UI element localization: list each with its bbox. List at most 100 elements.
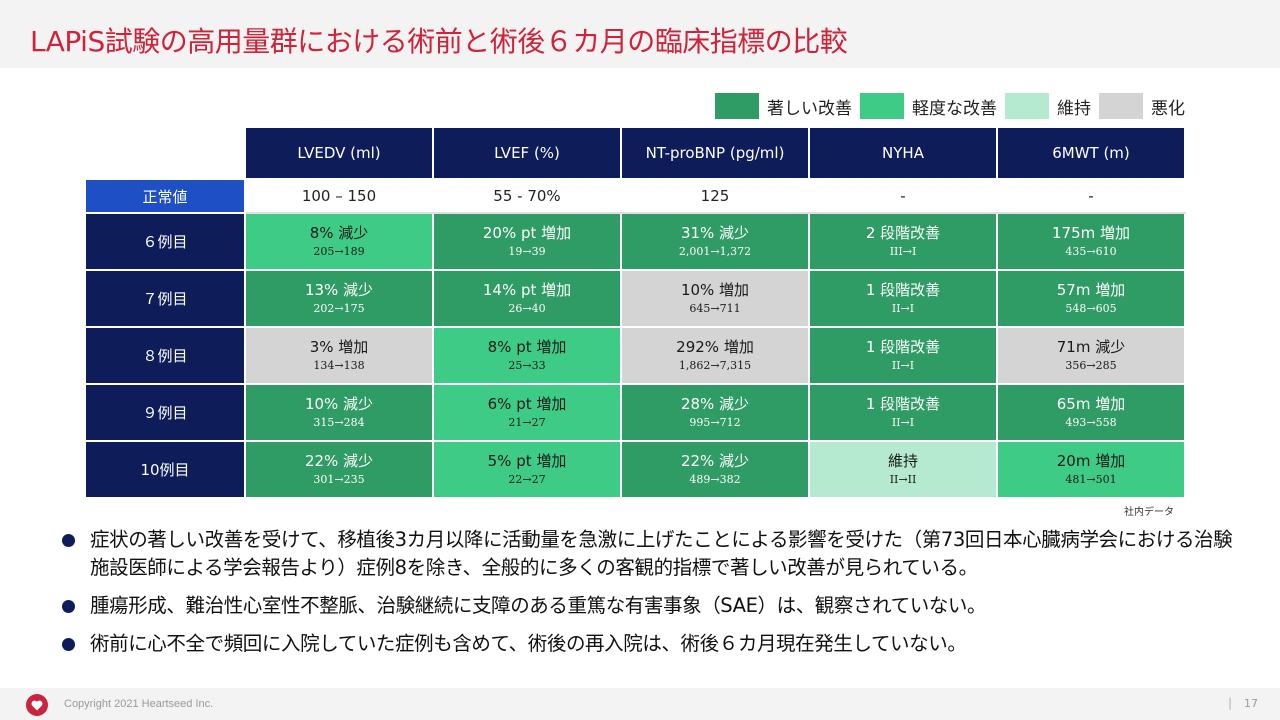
- legend-swatch: [715, 93, 759, 119]
- row-label: ６例目: [84, 212, 246, 271]
- table-row: ６例目 8% 減少 205→189 20% pt 増加 19→39 31% 減少 2,…: [84, 212, 1186, 271]
- table-row: ８例目 3% 増加 134→138 8% pt 増加 25→33 292% 増加 1,…: [84, 326, 1186, 385]
- normal-range-value: 100 – 150: [244, 178, 434, 214]
- data-cell: 31% 減少 2,001→1,372: [620, 212, 810, 271]
- cell-main-value: 22% 減少: [680, 451, 750, 470]
- table-row: ９例目 10% 減少 315→284 6% pt 増加 21→27 28% 減少 99…: [84, 383, 1186, 442]
- cell-sub-value: III→I: [889, 244, 917, 258]
- normal-range-value: -: [808, 178, 998, 214]
- data-cell: 維持 II→II: [808, 440, 998, 499]
- cell-sub-value: 489→382: [689, 472, 741, 486]
- data-cell: 5% pt 増加 22→27: [432, 440, 622, 499]
- cell-main-value: 10% 減少: [304, 394, 374, 413]
- legend-swatch: [1005, 93, 1049, 119]
- row-label: 10例目: [84, 440, 246, 499]
- heart-icon: [31, 700, 43, 710]
- title-bar: LAPiS試験の高用量群における術前と術後６カ月の臨床指標の比較: [0, 0, 1280, 68]
- list-item: 症状の著しい改善を受けて、移植後3カ月以降に活動量を急激に上げたことによる影響を…: [62, 526, 1242, 582]
- page-number: 17: [1244, 697, 1258, 710]
- legend-label: 軽度な改善: [912, 98, 997, 119]
- cell-sub-value: 315→284: [313, 415, 365, 429]
- cell-sub-value: 435→610: [1065, 244, 1117, 258]
- cell-main-value: 31% 減少: [680, 223, 750, 242]
- data-cell: 22% 減少 489→382: [620, 440, 810, 499]
- data-cell: 13% 減少 202→175: [244, 269, 434, 328]
- cell-main-value: 10% 増加: [680, 280, 750, 299]
- bullet-text: 症状の著しい改善を受けて、移植後3カ月以降に活動量を急激に上げたことによる影響を…: [90, 528, 1233, 579]
- legend-swatch: [860, 93, 904, 119]
- data-cell: 65m 増加 493→558: [996, 383, 1186, 442]
- data-cell: 8% pt 増加 25→33: [432, 326, 622, 385]
- cell-main-value: 28% 減少: [680, 394, 750, 413]
- data-cell: 57m 増加 548→605: [996, 269, 1186, 328]
- cell-main-value: 292% 増加: [676, 337, 754, 356]
- bullet-dot-icon: [62, 534, 75, 547]
- legend-item-mild: 軽度な改善: [860, 93, 997, 119]
- legend-label: 維持: [1057, 98, 1091, 119]
- cell-sub-value: 645→711: [689, 301, 741, 315]
- cell-sub-value: II→II: [889, 472, 917, 486]
- column-header-lvef: LVEF (%): [432, 126, 622, 180]
- cell-sub-value: II→I: [891, 415, 915, 429]
- cell-sub-value: 134→138: [313, 358, 365, 372]
- cell-sub-value: 25→33: [508, 358, 546, 372]
- legend: 著しい改善 軽度な改善 維持 悪化: [707, 92, 1185, 120]
- row-label: ７例目: [84, 269, 246, 328]
- cell-sub-value: 26→40: [508, 301, 546, 315]
- data-cell: 10% 増加 645→711: [620, 269, 810, 328]
- cell-sub-value: 301→235: [313, 472, 365, 486]
- cell-main-value: 20m 増加: [1056, 451, 1126, 470]
- source-note: 社内データ: [1124, 507, 1174, 518]
- page-title: LAPiS試験の高用量群における術前と術後６カ月の臨床指標の比較: [30, 25, 848, 58]
- list-item: 術前に心不全で頻回に入院していた症例も含めて、術後の再入院は、術後６カ月現在発生…: [62, 630, 1242, 658]
- data-cell: 1 段階改善 II→I: [808, 383, 998, 442]
- bullet-list: 症状の著しい改善を受けて、移植後3カ月以降に活動量を急激に上げたことによる影響を…: [62, 526, 1242, 668]
- normal-range-value: -: [996, 178, 1186, 214]
- cell-sub-value: 202→175: [313, 301, 365, 315]
- cell-main-value: 1 段階改善: [865, 280, 941, 299]
- cell-sub-value: 548→605: [1065, 301, 1117, 315]
- cell-sub-value: 19→39: [508, 244, 546, 258]
- heart-logo-icon: [26, 694, 48, 716]
- clinical-indicator-table: LVEDV (ml) LVEF (%) NT-proBNP (pg/ml) NY…: [84, 126, 1186, 499]
- legend-label: 悪化: [1151, 98, 1185, 119]
- cell-sub-value: 995→712: [689, 415, 741, 429]
- cell-main-value: 1 段階改善: [865, 337, 941, 356]
- cell-main-value: 71m 減少: [1056, 337, 1126, 356]
- footer: Copyright 2021 Heartseed Inc. | 17: [0, 688, 1280, 720]
- cell-main-value: 6% pt 増加: [487, 394, 567, 413]
- legend-item-worsened: 悪化: [1099, 93, 1185, 119]
- cell-main-value: 14% pt 増加: [482, 280, 572, 299]
- cell-main-value: 1 段階改善: [865, 394, 941, 413]
- cell-main-value: 3% 増加: [309, 337, 369, 356]
- cell-main-value: 13% 減少: [304, 280, 374, 299]
- data-cell: 6% pt 増加 21→27: [432, 383, 622, 442]
- data-cell: 22% 減少 301→235: [244, 440, 434, 499]
- data-cell: 14% pt 増加 26→40: [432, 269, 622, 328]
- normal-range-row: 正常値 100 – 150 55 - 70% 125 - -: [84, 178, 1186, 214]
- cell-main-value: 175m 増加: [1051, 223, 1130, 242]
- column-header-lvedv: LVEDV (ml): [244, 126, 434, 180]
- data-cell: 3% 増加 134→138: [244, 326, 434, 385]
- data-cell: 175m 増加 435→610: [996, 212, 1186, 271]
- cell-main-value: 8% 減少: [309, 223, 369, 242]
- table-row: 10例目 22% 減少 301→235 5% pt 増加 22→27 22% 減少 4…: [84, 440, 1186, 499]
- data-cell: 28% 減少 995→712: [620, 383, 810, 442]
- legend-swatch: [1099, 93, 1143, 119]
- legend-label: 著しい改善: [767, 98, 852, 119]
- column-header-nyha: NYHA: [808, 126, 998, 180]
- row-label: ８例目: [84, 326, 246, 385]
- data-cell: 2 段階改善 III→I: [808, 212, 998, 271]
- column-header-nt-probnp: NT-proBNP (pg/ml): [620, 126, 810, 180]
- data-cell: 71m 減少 356→285: [996, 326, 1186, 385]
- normal-range-value: 55 - 70%: [432, 178, 622, 214]
- list-item: 腫瘍形成、難治性心室性不整脈、治験継続に支障のある重篤な有害事象（SAE）は、観…: [62, 592, 1242, 620]
- cell-main-value: 2 段階改善: [865, 223, 941, 242]
- bullet-dot-icon: [62, 600, 75, 613]
- bullet-dot-icon: [62, 638, 75, 651]
- cell-sub-value: 356→285: [1065, 358, 1117, 372]
- cell-main-value: 維持: [887, 451, 918, 470]
- cell-main-value: 5% pt 増加: [487, 451, 567, 470]
- bullet-text: 腫瘍形成、難治性心室性不整脈、治験継続に支障のある重篤な有害事象（SAE）は、観…: [90, 594, 987, 617]
- footer-separator: |: [1228, 696, 1233, 710]
